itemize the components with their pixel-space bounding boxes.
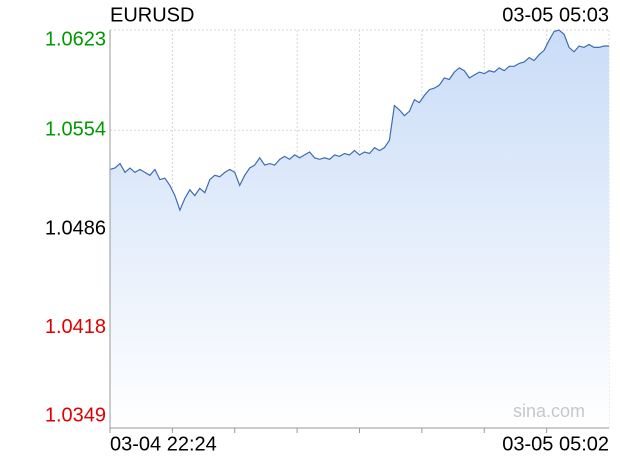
y-tick-label: 1.0418 <box>45 316 106 338</box>
price-line <box>109 29 609 212</box>
y-tick-label: 1.0349 <box>45 404 106 426</box>
x-tick-label: 03-04 22:24 <box>110 433 217 455</box>
y-tick-label: 1.0554 <box>45 119 106 141</box>
watermark: sina.com <box>513 401 585 421</box>
x-tick-label: 03-05 05:02 <box>502 433 609 455</box>
y-tick-label: 1.0486 <box>45 217 106 239</box>
chart-title: EURUSD <box>110 4 194 26</box>
timestamp: 03-05 05:03 <box>502 4 609 26</box>
y-tick-label: 1.0623 <box>45 28 106 50</box>
area <box>110 30 609 428</box>
